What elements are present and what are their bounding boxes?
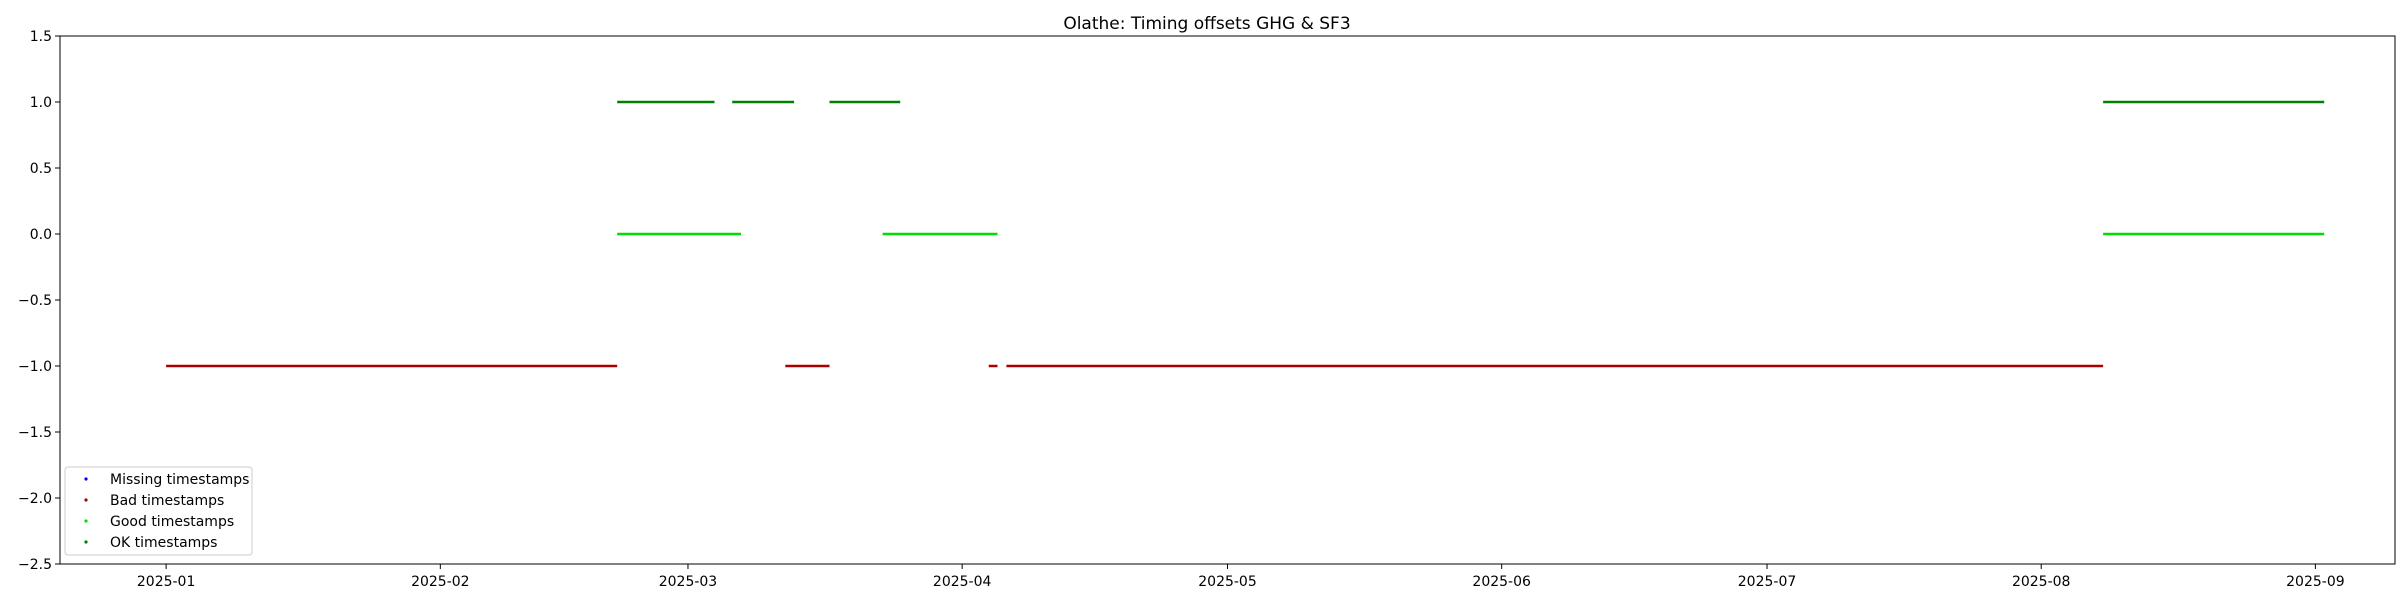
y-tick-label: −1.0	[18, 359, 52, 375]
x-tick-label: 2025-01	[137, 574, 196, 590]
chart-title: Olathe: Timing offsets GHG & SF3	[1063, 14, 1350, 34]
plot-area	[59, 35, 2396, 565]
legend-label: Bad timestamps	[110, 493, 224, 509]
plot-data	[166, 100, 2325, 368]
legend-marker	[84, 498, 88, 502]
y-axis: 1.5 1.0 0.5 0.0 −0.5 −1.0 −1.5 −2.0 −2.5	[18, 29, 60, 573]
x-tick-label: 2025-03	[659, 574, 718, 590]
legend: Missing timestamps Bad timestamps Good tim…	[64, 466, 253, 556]
legend-label: Missing timestamps	[110, 472, 249, 488]
y-tick-label: −1.5	[18, 425, 52, 441]
y-tick-label: −2.5	[18, 557, 52, 573]
legend-marker	[84, 540, 88, 544]
x-tick-label: 2025-07	[1738, 574, 1797, 590]
legend-frame	[64, 466, 253, 556]
y-tick-label: −0.5	[18, 293, 52, 309]
x-tick-label: 2025-06	[1472, 574, 1531, 590]
legend-marker	[84, 519, 88, 523]
x-tick-label: 2025-02	[411, 574, 470, 590]
y-tick-label: 0.5	[30, 161, 52, 177]
legend-label: Good timestamps	[110, 514, 234, 530]
x-tick-label: 2025-05	[1198, 574, 1257, 590]
y-tick-label: 1.0	[30, 95, 52, 111]
y-tick-label: 1.5	[30, 29, 52, 45]
x-axis: 2025-01 2025-02 2025-03 2025-04 2025-05 2025-…	[137, 564, 2345, 590]
x-tick-label: 2025-09	[2286, 574, 2345, 590]
x-tick-label: 2025-08	[2012, 574, 2071, 590]
y-tick-label: −2.0	[18, 491, 52, 507]
y-tick-label: 0.0	[30, 227, 52, 243]
legend-label: OK timestamps	[110, 535, 217, 551]
x-tick-label: 2025-04	[933, 574, 992, 590]
legend-marker	[84, 477, 88, 481]
